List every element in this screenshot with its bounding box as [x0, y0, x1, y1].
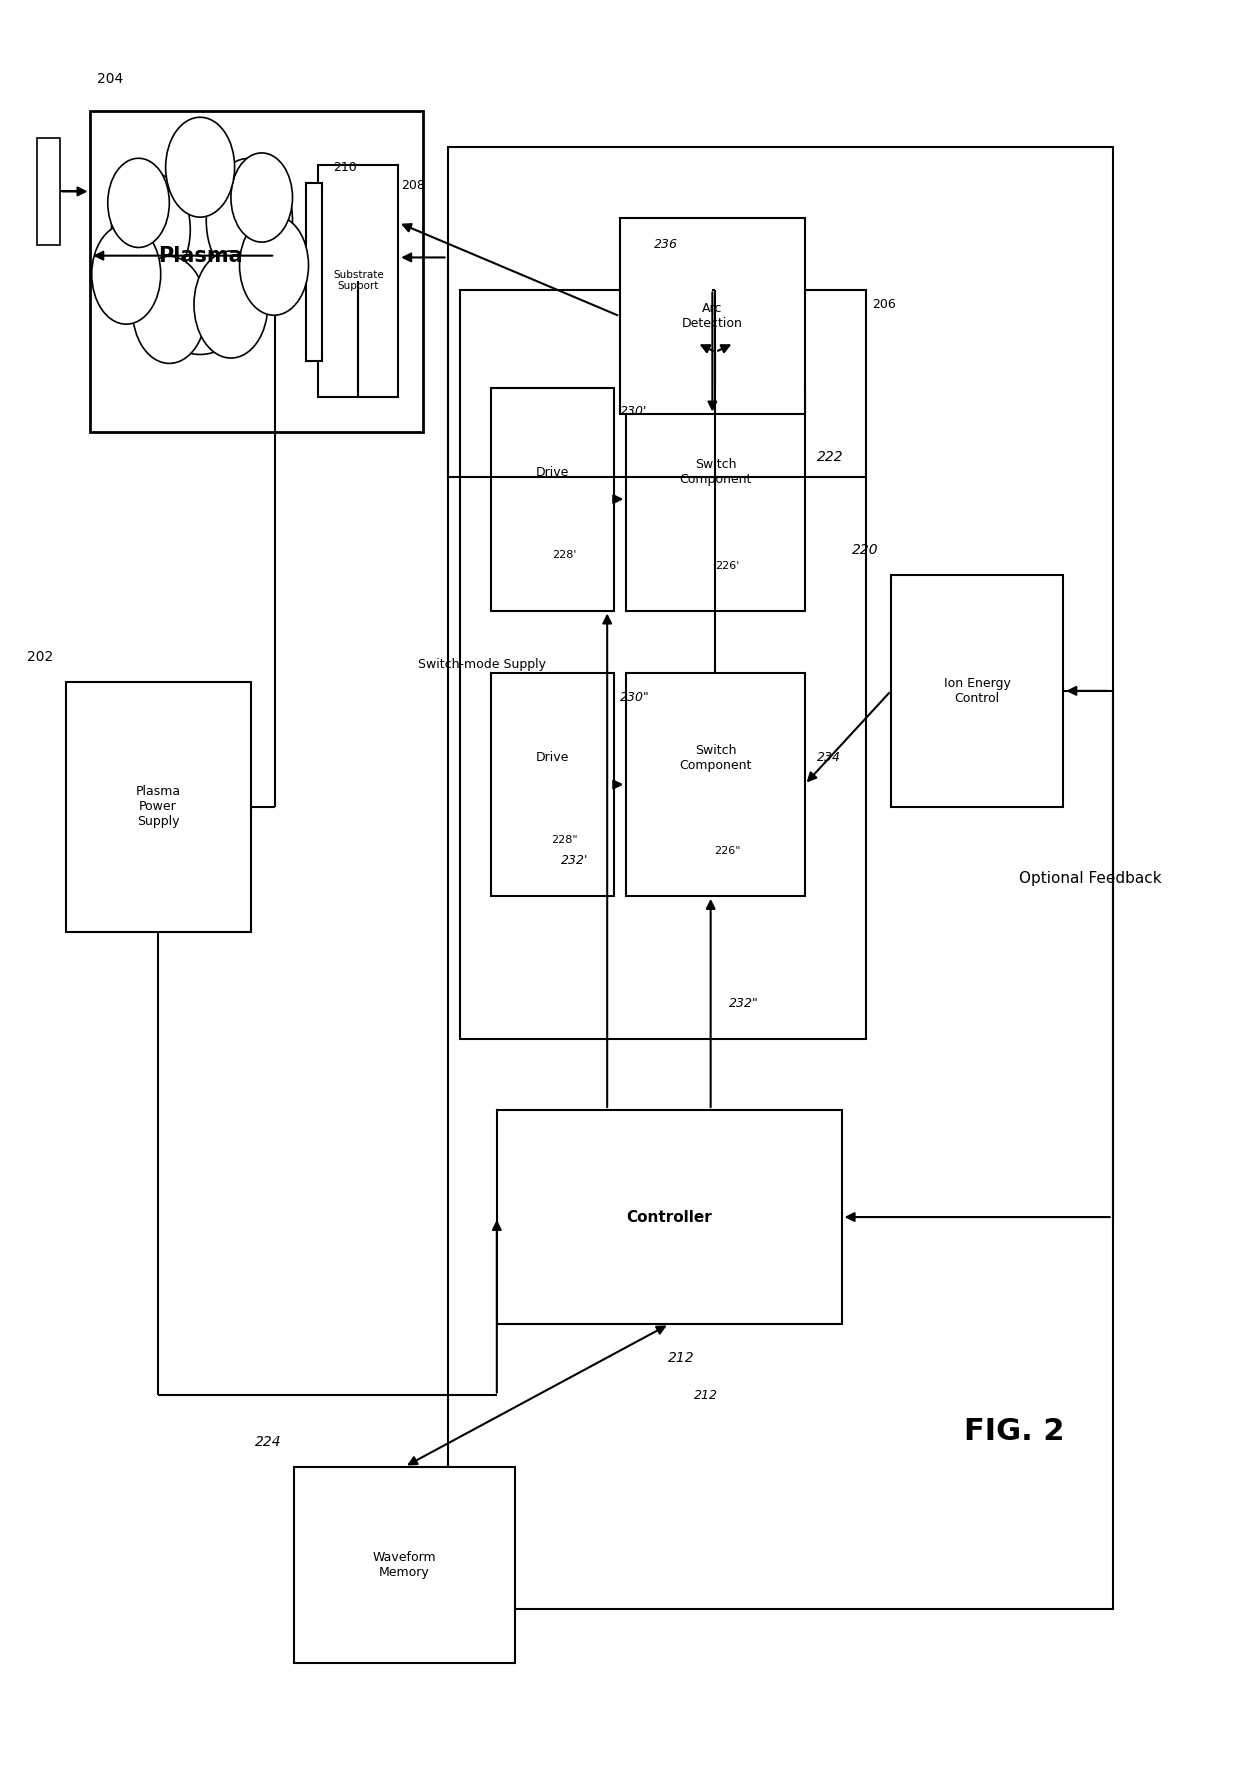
- Circle shape: [239, 215, 309, 315]
- Text: 232': 232': [562, 853, 589, 867]
- Text: 232": 232": [729, 996, 759, 1009]
- Text: Plasma
Power
Supply: Plasma Power Supply: [135, 785, 181, 828]
- Text: Drive: Drive: [536, 466, 569, 478]
- Text: 230': 230': [620, 405, 647, 419]
- Text: 212: 212: [668, 1351, 694, 1366]
- Text: 202: 202: [27, 650, 53, 665]
- Circle shape: [231, 152, 293, 242]
- Bar: [319, 165, 398, 396]
- Bar: [448, 147, 1112, 1609]
- Bar: [491, 674, 614, 896]
- Text: 208: 208: [402, 179, 425, 192]
- Text: 228': 228': [552, 550, 577, 559]
- Circle shape: [108, 158, 170, 247]
- Bar: [306, 183, 322, 360]
- Text: Substrate
Support: Substrate Support: [332, 271, 383, 292]
- Text: 222: 222: [817, 450, 843, 464]
- Bar: [37, 138, 60, 246]
- Circle shape: [139, 176, 262, 355]
- Text: Switch-mode Supply: Switch-mode Supply: [418, 658, 546, 670]
- Bar: [892, 575, 1064, 806]
- Circle shape: [112, 172, 190, 287]
- Circle shape: [193, 251, 268, 358]
- Text: Ion Energy
Control: Ion Energy Control: [944, 677, 1011, 704]
- Bar: [294, 1468, 516, 1663]
- Text: Switch
Component: Switch Component: [680, 459, 751, 486]
- Text: 234: 234: [817, 751, 841, 763]
- Text: 228": 228": [552, 835, 578, 846]
- Text: FIG. 2: FIG. 2: [963, 1417, 1064, 1446]
- Text: Waveform
Memory: Waveform Memory: [373, 1550, 436, 1579]
- Bar: [626, 387, 805, 611]
- Text: Arc
Detection: Arc Detection: [682, 303, 743, 330]
- Bar: [626, 674, 805, 896]
- Bar: [491, 387, 614, 611]
- Bar: [497, 1109, 842, 1324]
- Text: 226': 226': [715, 561, 740, 572]
- Circle shape: [92, 224, 161, 324]
- Text: 236: 236: [655, 238, 678, 251]
- Text: 220: 220: [852, 543, 879, 557]
- Text: 204: 204: [97, 72, 123, 86]
- Bar: [91, 111, 423, 432]
- Circle shape: [166, 116, 234, 217]
- Text: 206: 206: [873, 299, 897, 312]
- Bar: [620, 219, 805, 414]
- Circle shape: [206, 158, 293, 283]
- Text: Switch
Component: Switch Component: [680, 744, 751, 772]
- Text: Controller: Controller: [626, 1210, 712, 1224]
- Text: Plasma: Plasma: [157, 246, 243, 267]
- Circle shape: [133, 256, 206, 364]
- Text: 226": 226": [714, 846, 742, 857]
- Text: 210: 210: [332, 161, 357, 174]
- Text: 224: 224: [254, 1435, 281, 1450]
- Text: Optional Feedback: Optional Feedback: [1019, 871, 1162, 885]
- Bar: [460, 290, 867, 1039]
- Text: 212: 212: [694, 1389, 718, 1401]
- Text: Drive: Drive: [536, 751, 569, 763]
- Text: 230": 230": [620, 692, 650, 704]
- Bar: [66, 683, 250, 932]
